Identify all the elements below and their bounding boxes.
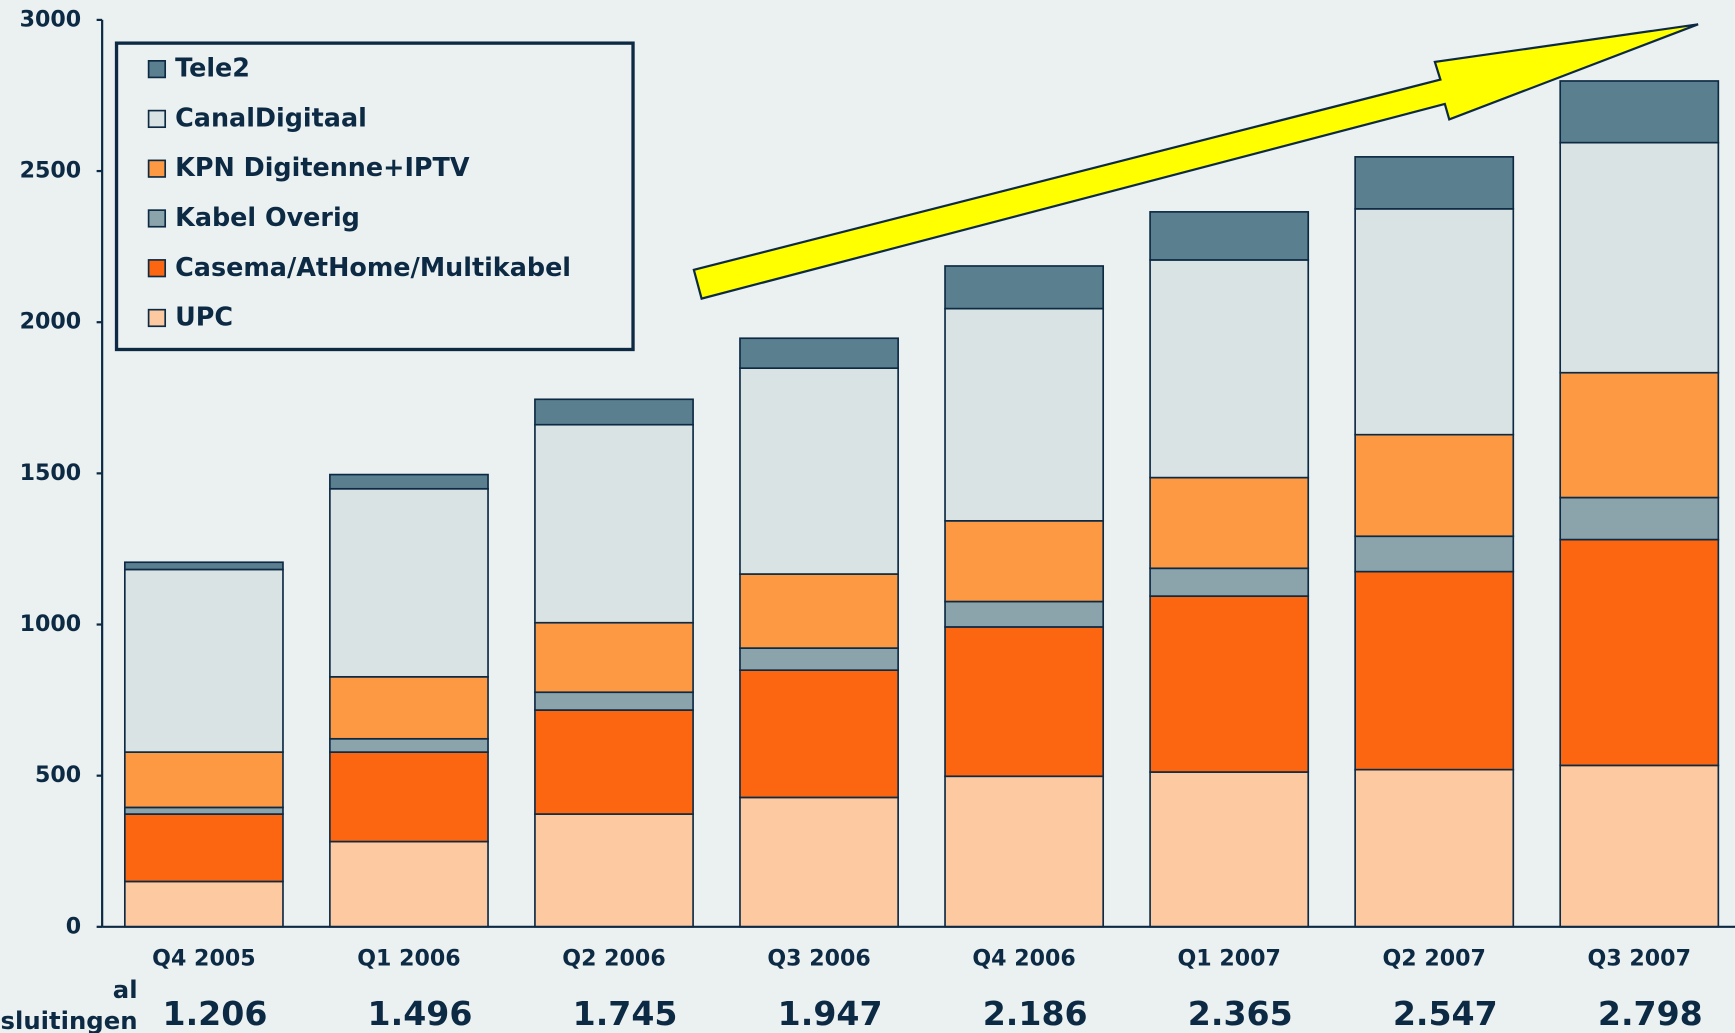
legend-label: KPN Digitenne+IPTV xyxy=(175,152,470,182)
bar-segment xyxy=(534,691,694,711)
x-tick-label: Q1 2006 xyxy=(357,945,460,971)
y-tick-label: 2500 xyxy=(20,158,82,184)
bar-segment xyxy=(329,487,489,678)
legend-swatch xyxy=(147,60,167,79)
bar-segment xyxy=(534,423,694,624)
y-tick-label: 2000 xyxy=(20,309,82,335)
x-tick-label: Q2 2007 xyxy=(1383,945,1486,971)
legend xyxy=(114,41,635,352)
x-tick-label: Q3 2007 xyxy=(1588,945,1691,971)
bar-segment xyxy=(1149,595,1310,773)
trend-arrow xyxy=(692,23,1699,300)
bar-segment xyxy=(123,751,284,809)
bar-segment xyxy=(739,367,899,575)
x-tick-label: Q4 2005 xyxy=(152,945,255,971)
bar-segment xyxy=(944,600,1105,628)
bar-segment xyxy=(739,573,899,649)
bar-segment xyxy=(944,307,1105,522)
legend-label: UPC xyxy=(175,302,233,332)
y-tick-label: 1000 xyxy=(20,611,82,637)
x-tick-label: Q4 2006 xyxy=(972,945,1075,971)
total-label: 1.496 xyxy=(368,994,473,1033)
bar-segment xyxy=(1149,771,1310,928)
bar-segment xyxy=(534,709,694,815)
bar-segment xyxy=(739,796,899,928)
bar-segment xyxy=(123,568,284,753)
bar-segment xyxy=(329,751,489,843)
bar-segment xyxy=(329,737,489,753)
legend-swatch xyxy=(147,109,167,129)
bar-segment xyxy=(944,626,1105,778)
legend-label: CanalDigitaal xyxy=(175,102,367,132)
x-tick-label: Q3 2006 xyxy=(767,945,870,971)
bar-segment xyxy=(1354,570,1515,771)
total-label: 1.745 xyxy=(573,994,678,1033)
legend-swatch xyxy=(147,159,167,178)
bar-segment xyxy=(944,265,1105,310)
bar-segment xyxy=(944,775,1105,928)
x-tick-label: Q2 2006 xyxy=(562,945,665,971)
total-label: 2.365 xyxy=(1188,994,1293,1033)
y-tick-label: 3000 xyxy=(20,6,82,32)
bar-segment xyxy=(739,337,899,369)
legend-label: Casema/AtHome/Multikabel xyxy=(175,252,571,282)
total-label: 1.947 xyxy=(778,994,883,1033)
bar-segment xyxy=(123,813,284,883)
bar-segment xyxy=(123,561,284,571)
y-tick-label: 1500 xyxy=(20,460,82,486)
bar-segment xyxy=(1149,567,1310,597)
bar-segment xyxy=(1354,535,1515,573)
bar-segment xyxy=(1559,764,1720,928)
legend-swatch xyxy=(147,259,167,278)
bar-segment xyxy=(944,519,1105,603)
bar-segment xyxy=(329,473,489,490)
bar-segment xyxy=(123,880,284,928)
bar-segment xyxy=(1559,141,1720,374)
bar-segment xyxy=(1559,80,1720,144)
bar-segment xyxy=(123,806,284,815)
bar-segment xyxy=(534,621,694,694)
bar-segment xyxy=(534,398,694,426)
bar-segment xyxy=(739,669,899,799)
bar-segment xyxy=(739,647,899,671)
bar-segment xyxy=(534,813,694,928)
legend-label: Kabel Overig xyxy=(175,202,360,232)
x-tick-label: Q1 2007 xyxy=(1177,945,1280,971)
bar-segment xyxy=(1354,433,1515,538)
bar-segment xyxy=(1149,211,1310,261)
bar-segment xyxy=(329,840,489,928)
legend-label: Tele2 xyxy=(175,53,250,83)
legend-swatch xyxy=(147,209,167,228)
bar-segment xyxy=(1149,259,1310,479)
row-label: sluitingen xyxy=(1,1006,138,1033)
bar-segment xyxy=(1559,538,1720,767)
bar-segment xyxy=(1354,208,1515,436)
total-label: 2.547 xyxy=(1393,994,1498,1033)
total-label: 2.798 xyxy=(1598,994,1703,1033)
bar-segment xyxy=(329,675,489,740)
total-label: 1.206 xyxy=(163,994,268,1033)
total-label: 2.186 xyxy=(983,994,1088,1033)
bar-segment xyxy=(1149,476,1310,570)
row-label: al xyxy=(113,975,138,1004)
bar-segment xyxy=(1354,156,1515,210)
bar-segment xyxy=(1559,371,1720,499)
legend-swatch xyxy=(147,308,167,328)
y-tick-label: 500 xyxy=(35,762,81,788)
bar-segment xyxy=(1559,496,1720,541)
y-tick-label: 0 xyxy=(66,913,81,939)
bar-segment xyxy=(1354,768,1515,928)
